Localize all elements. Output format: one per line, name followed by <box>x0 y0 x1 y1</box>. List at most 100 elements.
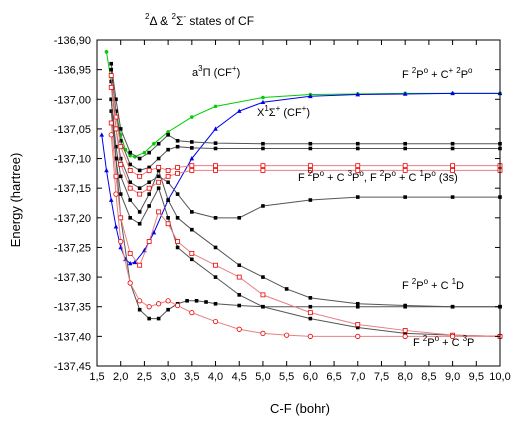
data-point <box>118 174 123 179</box>
data-point <box>190 227 194 232</box>
x-tick-label: 6,0 <box>303 371 318 383</box>
data-point <box>308 296 313 300</box>
data-point <box>137 156 142 161</box>
data-point <box>127 260 133 266</box>
data-point <box>108 120 114 126</box>
y-tick-label: -137,45 <box>54 361 91 373</box>
data-point <box>137 173 143 179</box>
data-point <box>307 167 313 173</box>
data-point <box>152 141 156 146</box>
data-point <box>137 221 142 226</box>
data-point <box>166 130 170 134</box>
data-point <box>355 304 360 309</box>
data-point <box>118 144 124 150</box>
data-point <box>109 97 114 102</box>
data-point <box>261 141 265 146</box>
data-point <box>147 180 151 185</box>
data-point <box>147 150 151 155</box>
data-point <box>403 141 407 146</box>
data-point <box>114 109 118 113</box>
data-point <box>307 310 313 316</box>
data-point <box>213 275 218 279</box>
data-point <box>114 156 118 161</box>
annotation-a3pi: a3Π (CF+) <box>192 64 240 79</box>
plot-frame <box>96 39 501 367</box>
data-point <box>189 163 195 169</box>
data-point <box>156 174 161 179</box>
y-tick-label: -137,35 <box>54 302 91 314</box>
data-point <box>194 299 199 303</box>
data-point <box>109 109 114 113</box>
data-point <box>166 307 170 312</box>
data-point <box>213 141 218 145</box>
data-point <box>261 204 265 208</box>
data-point <box>146 304 152 310</box>
y-tick-label: -136,95 <box>54 65 91 77</box>
data-point <box>113 191 119 197</box>
data-point <box>109 67 114 72</box>
data-point <box>175 165 181 170</box>
data-point <box>237 303 242 308</box>
data-point <box>127 185 133 191</box>
data-point <box>114 144 118 149</box>
series-line <box>110 99 500 320</box>
data-point <box>450 90 455 96</box>
data-point <box>146 185 152 191</box>
data-point <box>185 299 189 303</box>
data-point <box>166 216 170 220</box>
data-point <box>156 168 161 173</box>
data-point <box>151 230 157 235</box>
annotation-asymptote-cplus: F 2Po + C+ 2Po <box>402 66 473 81</box>
x-tick-label: 10,0 <box>489 371 510 383</box>
data-point <box>308 316 313 321</box>
data-point <box>260 330 266 336</box>
data-point <box>109 61 114 66</box>
data-point <box>236 108 242 113</box>
y-tick-label: -137,05 <box>54 124 91 136</box>
data-point <box>402 328 408 333</box>
data-point <box>236 274 242 280</box>
data-point <box>156 209 162 215</box>
data-point <box>128 162 132 167</box>
x-tick-label: 4,0 <box>208 371 223 383</box>
data-point <box>108 197 114 202</box>
data-point <box>236 326 242 332</box>
data-point <box>355 141 360 146</box>
data-point <box>147 204 151 208</box>
data-point <box>212 318 219 325</box>
data-point <box>156 301 162 307</box>
data-point <box>189 167 195 173</box>
data-point <box>308 141 313 146</box>
x-tick-label: 6,5 <box>326 371 341 383</box>
data-point <box>113 173 119 179</box>
x-tick-label: 4,5 <box>232 371 247 383</box>
data-point <box>204 300 208 304</box>
data-point <box>142 150 147 155</box>
data-point <box>355 301 360 306</box>
data-point <box>137 186 142 190</box>
axes-layer: 1,5 2,0 2,5 3,0 3,5 4,0 4,5 5,0 5,5 6,0 6,5 7,0 7,5 8… <box>54 35 511 383</box>
data-point <box>137 210 142 214</box>
y-tick-label: -137,20 <box>54 213 91 225</box>
data-point <box>308 304 313 309</box>
data-point <box>403 146 407 151</box>
data-point <box>450 141 455 146</box>
x-tick-label: 1,5 <box>89 371 104 383</box>
y-axis-label: Energy (hartree) <box>8 153 23 248</box>
x-tick-label: 2,5 <box>137 371 152 383</box>
data-point <box>156 179 162 185</box>
data-point <box>450 304 455 309</box>
x-tick-label: 3,0 <box>160 371 175 383</box>
data-point <box>108 73 114 78</box>
data-point <box>118 138 123 143</box>
data-point <box>118 162 124 167</box>
data-point <box>175 245 180 250</box>
data-point <box>147 316 151 321</box>
data-point <box>128 150 132 155</box>
data-point <box>189 310 195 316</box>
data-point <box>402 91 408 96</box>
series-line <box>110 122 501 337</box>
data-point <box>137 191 143 197</box>
data-point <box>175 170 181 176</box>
data-point <box>261 275 265 279</box>
